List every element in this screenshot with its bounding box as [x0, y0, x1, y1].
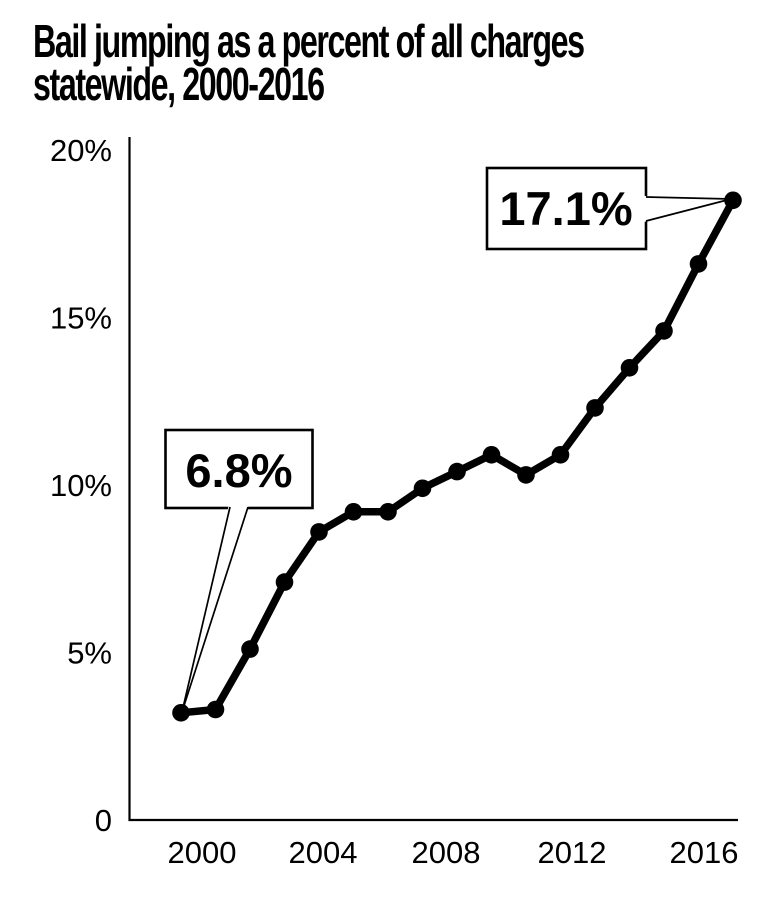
x-tick-label: 2000: [168, 835, 237, 870]
data-point-2006: [379, 503, 397, 521]
data-point-2008: [448, 462, 466, 481]
callout-2016: 17.1%: [485, 166, 732, 251]
data-point-2009: [482, 446, 501, 464]
data-point-2000: [172, 704, 190, 722]
y-tick-label: 20%: [50, 133, 112, 168]
y-tick-label: 10%: [50, 468, 112, 503]
callout-2000-leader-line: [181, 506, 231, 713]
x-tick-label: 2004: [289, 835, 358, 870]
axis-lines: [128, 137, 738, 822]
data-point-2005: [344, 503, 363, 521]
chart-title-line-2: statewide, 2000-2016: [33, 58, 325, 110]
data-point-2012: [586, 399, 604, 417]
y-tick-label: 5%: [67, 636, 112, 671]
data-point-2003: [275, 573, 294, 591]
x-tick-label: 2012: [538, 835, 607, 870]
callout-2016-leader-line: [645, 198, 732, 222]
x-tick-label: 2016: [670, 835, 739, 870]
callout-2016-leader-line: [645, 196, 732, 200]
axes: 20% 15% 10% 5% 0 2000 2004 2008 2012 2016: [50, 133, 739, 870]
data-point-2016: [724, 191, 742, 210]
x-tick-label: 2008: [412, 835, 481, 870]
data-point-2004: [310, 523, 328, 541]
chart-title: Bail jumping as a percent of all charges…: [33, 18, 585, 107]
data-series: [172, 191, 742, 722]
callout-2016-box: [485, 166, 648, 251]
data-point-2007: [413, 479, 432, 498]
data-point-2014: [655, 322, 673, 340]
callout-2000-leader-line: [181, 506, 249, 713]
data-point-2015: [689, 255, 708, 273]
callout-2000: 6.8%: [164, 428, 314, 713]
chart-title-line-1: Bail jumping as a percent of all charges: [33, 15, 585, 67]
y-tick-label: 0: [95, 803, 112, 838]
y-tick-label: 15%: [50, 301, 112, 336]
data-point-2002: [241, 640, 259, 658]
callout-2000-box: [164, 428, 314, 510]
data-point-2010: [517, 466, 535, 484]
callout-2000-label: 6.8%: [185, 444, 292, 497]
callout-2016-label: 17.1%: [499, 182, 632, 235]
data-point-2001: [206, 700, 225, 719]
data-point-2013: [620, 359, 639, 377]
data-point-2011: [551, 446, 570, 464]
